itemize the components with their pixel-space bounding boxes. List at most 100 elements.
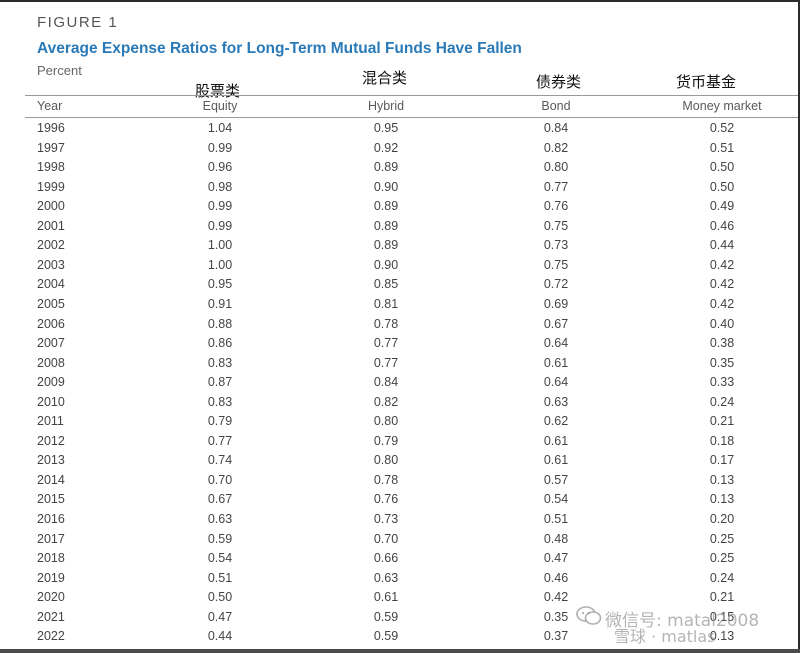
cell-hybrid: 0.92: [373, 140, 399, 155]
cell-bond: 0.69: [543, 296, 569, 311]
cell-equity: 0.83: [207, 394, 233, 409]
cell-money-market: 0.13: [709, 472, 735, 487]
cell-hybrid: 0.89: [373, 199, 399, 214]
cell-money-market: 0.20: [709, 512, 735, 526]
cell-bond: 0.80: [543, 160, 569, 175]
cell-year: 2003: [37, 257, 65, 272]
cell-money-market: 0.25: [709, 551, 735, 566]
cell-equity: 1.04: [207, 121, 233, 135]
cell-equity: 0.91: [207, 296, 233, 311]
cell-year: 2000: [37, 199, 65, 214]
cell-hybrid: 0.70: [373, 531, 399, 546]
figure-title: Average Expense Ratios for Long-Term Mut…: [37, 40, 522, 57]
cell-year: 2014: [37, 472, 65, 487]
cell-money-market: 0.21: [709, 414, 735, 429]
cell-money-market: 0.13: [709, 629, 735, 644]
cell-hybrid: 0.95: [373, 121, 399, 135]
cell-bond: 0.64: [543, 336, 569, 351]
cell-year: 2002: [37, 238, 65, 253]
cell-year: 2010: [37, 394, 65, 409]
cell-hybrid: 0.76: [373, 492, 399, 507]
cell-year: 2007: [37, 336, 65, 351]
cell-hybrid: 0.78: [373, 472, 399, 487]
cell-money-market: 0.46: [709, 218, 735, 233]
cell-money-market: 0.42: [709, 277, 735, 292]
cell-equity: 0.83: [207, 355, 233, 370]
cell-money-market: 0.13: [709, 492, 735, 507]
cell-equity: 0.67: [207, 492, 233, 507]
cell-equity: 0.99: [207, 218, 233, 233]
header-bond: Bond: [541, 99, 571, 113]
cell-bond: 0.42: [543, 590, 569, 605]
cell-equity: 0.95: [207, 277, 233, 292]
cell-money-market: 0.44: [709, 238, 735, 253]
cell-hybrid: 0.89: [373, 238, 399, 253]
cell-money-market: 0.17: [709, 453, 735, 468]
cell-bond: 0.64: [543, 375, 569, 390]
cell-bond: 0.37: [543, 629, 569, 644]
frame-right-border: [798, 0, 800, 653]
cell-equity: 0.79: [207, 414, 233, 429]
cell-equity: 0.70: [207, 472, 233, 487]
cell-equity: 0.99: [207, 199, 233, 214]
cell-bond: 0.82: [543, 140, 569, 155]
cell-equity: 0.88: [207, 316, 233, 331]
frame-bottom-border: [0, 649, 800, 653]
cell-money-market: 0.42: [709, 296, 735, 311]
cell-money-market: 0.33: [709, 375, 735, 390]
cell-year: 1997: [37, 140, 65, 155]
cell-equity: 0.50: [207, 590, 233, 605]
cell-equity: 0.63: [207, 512, 233, 526]
cell-year: 2013: [37, 453, 65, 468]
cell-year: 2017: [37, 531, 65, 546]
cell-hybrid: 0.90: [373, 179, 399, 194]
cell-money-market: 0.38: [709, 336, 735, 351]
cell-money-market: 0.49: [709, 199, 735, 214]
cell-bond: 0.75: [543, 218, 569, 233]
cell-hybrid: 0.73: [373, 512, 399, 526]
cell-year: 2016: [37, 512, 65, 526]
cell-equity: 0.54: [207, 551, 233, 566]
cell-hybrid: 0.59: [373, 609, 399, 624]
cell-bond: 0.46: [543, 570, 569, 585]
cell-hybrid: 0.77: [373, 336, 399, 351]
cell-money-market: 0.52: [709, 121, 735, 135]
cell-hybrid: 0.82: [373, 394, 399, 409]
cell-hybrid: 0.89: [373, 218, 399, 233]
cell-year: 2021: [37, 609, 65, 624]
cell-bond: 0.76: [543, 199, 569, 214]
cell-year: 2004: [37, 277, 65, 292]
cell-bond: 0.51: [543, 512, 569, 526]
cell-equity: 0.98: [207, 179, 233, 194]
frame-top-border: [0, 0, 800, 2]
cell-year: 1998: [37, 160, 65, 175]
cell-money-market: 0.42: [709, 257, 735, 272]
cell-year: 2005: [37, 296, 65, 311]
cell-year: 2015: [37, 492, 65, 507]
cell-equity: 0.96: [207, 160, 233, 175]
cn-label-equity: 股票类: [195, 82, 241, 100]
cell-bond: 0.77: [543, 179, 569, 194]
cell-bond: 0.75: [543, 257, 569, 272]
cn-label-bond: 债券类: [536, 73, 582, 91]
cell-equity: 0.44: [207, 629, 233, 644]
cell-equity: 0.59: [207, 531, 233, 546]
cell-equity: 1.00: [207, 257, 233, 272]
cell-hybrid: 0.61: [373, 590, 399, 605]
cell-bond: 0.61: [543, 453, 569, 468]
cell-equity: 0.99: [207, 140, 233, 155]
cell-year: 2018: [37, 551, 65, 566]
cell-year: 2022: [37, 629, 65, 644]
header-equity: Equity: [202, 99, 238, 113]
cell-bond: 0.63: [543, 394, 569, 409]
cell-hybrid: 0.63: [373, 570, 399, 585]
cell-hybrid: 0.77: [373, 355, 399, 370]
cell-hybrid: 0.81: [373, 296, 399, 311]
cell-hybrid: 0.90: [373, 257, 399, 272]
cell-hybrid: 0.78: [373, 316, 399, 331]
watermark-wechat-id: 微信号: matal2008: [605, 611, 760, 631]
cell-money-market: 0.18: [709, 433, 735, 448]
cell-year: 2019: [37, 570, 65, 585]
cell-equity: 0.77: [207, 433, 233, 448]
cell-equity: 1.00: [207, 238, 233, 253]
